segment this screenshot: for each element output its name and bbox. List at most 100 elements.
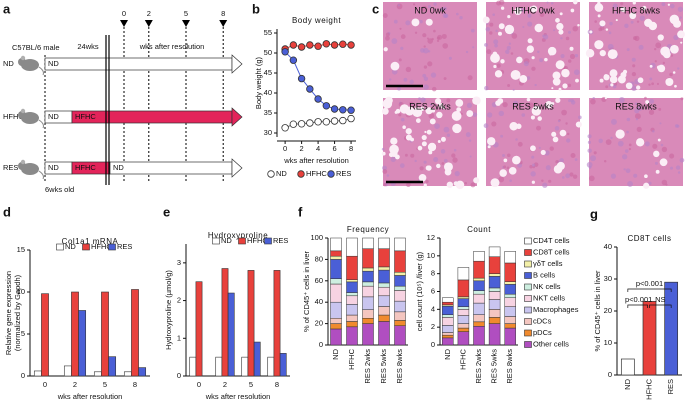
bar-segment [488,309,501,318]
tissue-texture [383,183,387,187]
image-label: RES 2wks [409,101,451,111]
legend-label: ND [221,236,232,245]
tissue-texture [517,141,523,147]
x-tick-label: 5 [249,380,253,389]
legend-label: NK cells [533,282,561,291]
tissue-texture [574,158,578,161]
lipid-vacuole [589,30,593,34]
bar-segment [346,326,358,346]
lipid-vacuole [674,84,677,88]
bar-segment [457,298,470,307]
bar [664,281,679,376]
tissue-texture [399,163,405,168]
bar [267,356,275,377]
tissue-texture [529,165,533,169]
lipid-vacuole [500,6,505,10]
bar-segment [504,284,516,295]
data-point [289,120,298,128]
significance-label: NS [655,295,665,304]
bar-segment [488,276,501,289]
data-point [306,119,314,127]
tissue-texture [610,118,617,125]
bar-segment [473,302,485,315]
lipid-vacuole [637,77,644,84]
image-label: RES 8wks [615,101,657,111]
y-tick-label: 40 [604,242,612,251]
lipid-vacuole [597,14,601,18]
tissue-texture [559,158,564,163]
bar-segment [394,285,406,291]
data-point [347,114,355,123]
tissue-texture [649,77,653,81]
tissue-texture [677,6,684,12]
significance-bracket [627,304,648,308]
data-point [281,124,289,132]
tissue-texture [400,34,406,40]
tissue-texture [494,43,498,48]
significance-label: p<0.001 [636,279,663,288]
bar-segment [442,332,454,336]
bar-segment [457,331,470,346]
tissue-texture [590,98,596,105]
data-point [289,56,298,64]
bar-segment [473,321,485,327]
lipid-vacuole [555,17,560,23]
tissue-texture [459,16,463,20]
tissue-texture [498,176,505,183]
bar-segment [378,321,390,346]
bar-segment [394,325,406,346]
tissue-texture [626,48,630,52]
tissue-texture [633,36,637,41]
tissue-texture [441,33,447,39]
tissue-texture [423,98,426,101]
tissue-texture [430,72,437,78]
tissue-texture [472,112,478,117]
panel-letter: f [298,204,303,219]
image-label: HFHC 8wks [612,5,661,15]
legend-swatch [267,170,275,178]
bar-segment [362,323,374,346]
bar-segment [473,326,485,346]
lipid-vacuole [440,136,446,142]
tissue-texture [508,42,512,45]
tissue-texture [587,148,592,153]
tissue-texture [506,166,510,170]
bar-segment [457,306,470,310]
x-tick-label: 5 [103,380,107,389]
tissue-texture [515,138,518,141]
lipid-vacuole [636,85,641,90]
bar-segment [378,282,390,288]
y-tick-label: 1 [177,333,181,342]
data-point [306,85,314,93]
bar-segment [442,334,454,339]
x-tick-label: RES 2wks [363,349,372,384]
timepoint-label: 2 [147,9,151,18]
bar-segment [330,301,342,319]
x-tick-label: 8 [349,144,353,153]
lipid-vacuole [503,158,508,163]
lipid-vacuole [383,47,388,52]
y-axis-label: cell count (10⁵) /liver (g) [415,251,424,331]
tissue-texture [527,13,532,18]
tissue-texture [439,7,444,12]
tissue-texture [628,6,631,10]
bar-segment [488,273,501,277]
tissue-texture [442,43,449,49]
diet-arrowhead [231,54,243,74]
bar-segment [473,280,485,291]
lipid-vacuole [429,118,436,125]
lipid-vacuole [562,83,568,89]
tissue-texture [512,88,515,91]
lipid-vacuole [455,99,464,107]
chart-title: Frequency [347,225,389,234]
tissue-texture [414,31,418,34]
bar-segment [330,250,342,257]
tissue-texture [406,182,411,188]
lipid-vacuole [645,100,650,104]
tissue-texture [506,45,511,51]
bar [227,292,235,377]
tissue-texture [539,58,544,63]
x-axis-label: wks after resolution [57,392,123,401]
lipid-vacuole [418,174,427,182]
lipid-vacuole [390,137,398,145]
